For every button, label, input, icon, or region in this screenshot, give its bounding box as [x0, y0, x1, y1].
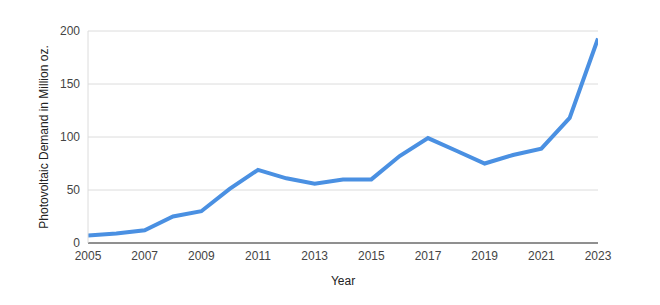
svg-text:0: 0: [73, 236, 80, 250]
svg-text:2011: 2011: [245, 249, 271, 263]
svg-text:Photovoltaic Demand in Million: Photovoltaic Demand in Million oz.: [37, 45, 51, 228]
svg-text:2015: 2015: [358, 249, 385, 263]
svg-text:100: 100: [60, 130, 80, 144]
svg-text:2007: 2007: [131, 249, 158, 263]
svg-text:2019: 2019: [471, 249, 498, 263]
svg-text:2005: 2005: [75, 249, 102, 263]
svg-text:Year: Year: [331, 274, 355, 288]
svg-text:50: 50: [67, 183, 81, 197]
svg-text:2009: 2009: [188, 249, 215, 263]
svg-text:2017: 2017: [415, 249, 442, 263]
svg-text:150: 150: [60, 77, 80, 91]
svg-text:2013: 2013: [301, 249, 328, 263]
svg-text:2023: 2023: [585, 249, 612, 263]
svg-text:2021: 2021: [528, 249, 555, 263]
svg-text:200: 200: [60, 24, 80, 38]
